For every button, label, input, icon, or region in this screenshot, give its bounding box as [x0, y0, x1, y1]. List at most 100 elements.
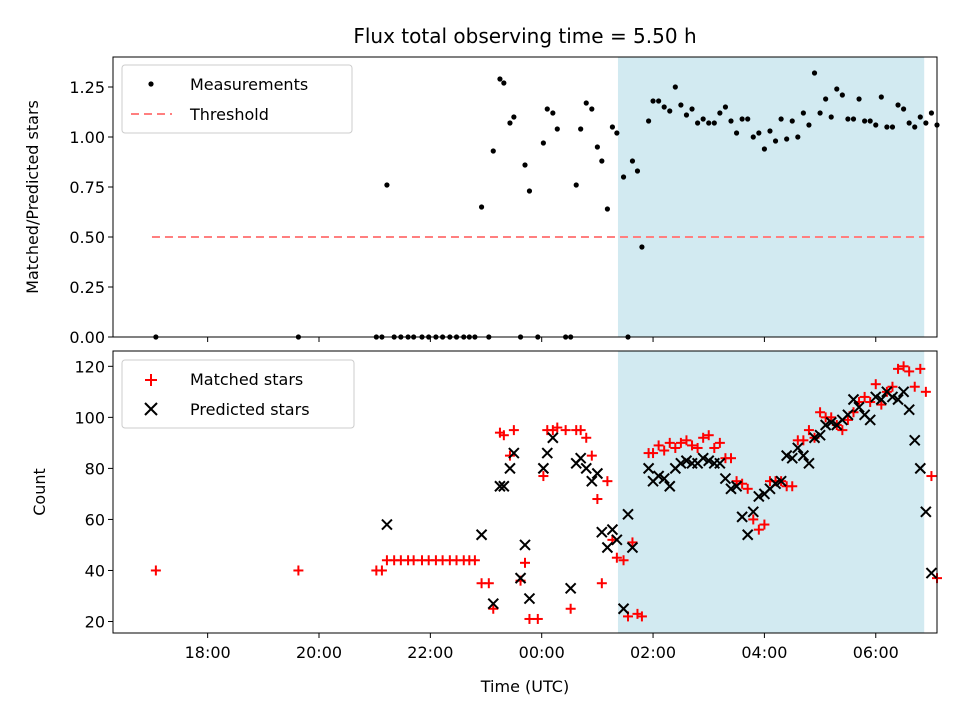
predicted-star-point [586, 475, 598, 487]
measurement-point [778, 116, 784, 122]
time-x-tick-label: 04:00 [741, 643, 787, 662]
predicted-star-point [730, 480, 743, 492]
time-x-tick-label: 00:00 [519, 643, 565, 662]
matched-star-point [748, 514, 759, 525]
matched-star-point [709, 442, 720, 453]
matched-star-point [596, 578, 607, 589]
measurement-point [811, 70, 818, 76]
measurement-point [639, 244, 645, 250]
matched-star-point [581, 432, 592, 443]
observing-window-shade [617, 57, 925, 337]
predicted-star-point [596, 526, 608, 538]
matched-star-point [560, 425, 571, 436]
measurement-point [867, 118, 873, 124]
x-axis-label: Time (UTC) [480, 677, 569, 696]
matched-star-point [887, 381, 898, 392]
measurement-point [683, 112, 690, 118]
measurement-point [544, 106, 550, 112]
measurement-point [928, 110, 935, 116]
predicted-star-point [797, 449, 810, 462]
matched-star-point [759, 519, 770, 530]
predicted-star-point [886, 391, 899, 403]
ratio-y-tick-label: 1.25 [69, 78, 105, 97]
measurement-point [761, 146, 768, 152]
matched-star-point [904, 366, 915, 377]
measurement-point [828, 114, 834, 120]
matched-star-point [703, 430, 714, 441]
predicted-star-point [675, 457, 687, 469]
measurement-point [700, 116, 706, 122]
matched-star-point [575, 425, 586, 436]
measurement-point [604, 206, 611, 212]
predicted-star-point [714, 457, 726, 469]
measurement-point [689, 106, 695, 112]
time-x-ticks: 18:00 20:00 22:00 00:00 02:00 04:00 06:00 [185, 633, 899, 662]
measurement-point [878, 94, 884, 100]
count-legend: Matched stars Predicted stars [121, 359, 355, 429]
measurement-point [650, 98, 656, 104]
measurement-point [711, 120, 717, 126]
predicted-star-point [642, 462, 655, 475]
count-y-tick-label: 60 [85, 510, 105, 529]
matched-star-point [753, 524, 764, 535]
measurement-point [772, 138, 779, 144]
legend-measurements-marker [148, 81, 154, 87]
predicted-star-point [564, 582, 577, 595]
count-y-tick-label: 40 [85, 561, 105, 580]
measurement-point [873, 122, 879, 128]
predicted-star-point [541, 447, 553, 459]
matched-star-point [837, 425, 848, 436]
measurement-point [839, 92, 845, 98]
measurement-point [667, 108, 673, 114]
matched-star-point [524, 613, 535, 624]
measurement-point [728, 118, 734, 124]
predicted-star-point [680, 455, 693, 467]
predicted-star-point [494, 480, 506, 492]
matched-star-point [726, 453, 736, 464]
measurement-point [834, 86, 840, 92]
matched-star-point [687, 440, 698, 451]
matched-star-point [698, 432, 709, 443]
matched-star-point [664, 437, 675, 448]
predicted-star-point [903, 403, 915, 416]
legend-predicted-label: Predicted stars [190, 400, 310, 419]
measurement-point [620, 174, 627, 180]
measurement-point [656, 98, 662, 104]
matched-star-point [898, 361, 909, 372]
legend-measurements-label: Measurements [190, 75, 308, 94]
ratio-panel: 0.00 0.25 0.50 0.75 1.00 1.25 Matched/Predict… [23, 56, 940, 347]
matched-star-point [488, 603, 499, 614]
predicted-star-point [719, 472, 732, 485]
time-x-tick-label: 06:00 [853, 643, 899, 662]
predicted-star-point [498, 480, 510, 492]
predicted-star-point [892, 393, 904, 406]
predicted-star-point [658, 472, 670, 485]
predicted-star-point [508, 447, 520, 459]
measurement-point [706, 120, 712, 126]
predicted-star-point [803, 457, 815, 469]
measurement-point [583, 100, 589, 106]
count-points [150, 361, 942, 624]
predicted-star-point [611, 534, 623, 546]
matched-star-point [498, 430, 509, 441]
matched-star-point [681, 435, 692, 446]
predicted-star-point [741, 529, 754, 541]
predicted-star-point [547, 432, 559, 444]
matched-star-point [859, 391, 870, 402]
predicted-star-point [814, 429, 826, 441]
matched-star-point [670, 442, 681, 453]
count-legend-frame [121, 359, 355, 429]
count-panel: 20 40 60 80 100 120 18:00 20:00 22:00 00:00 02:00… [30, 350, 942, 696]
predicted-star-point [381, 518, 393, 531]
measurement-point [614, 130, 620, 136]
measurement-point [490, 148, 496, 154]
measurement-point [507, 120, 513, 126]
predicted-star-point [786, 452, 798, 464]
matched-star-point [893, 363, 904, 374]
predicted-star-point [864, 414, 876, 426]
measurement-point [912, 124, 918, 130]
predicted-star-point [475, 529, 488, 541]
matched-star-point [611, 552, 622, 563]
predicted-star-point [753, 490, 765, 503]
predicted-star-point [769, 477, 782, 490]
